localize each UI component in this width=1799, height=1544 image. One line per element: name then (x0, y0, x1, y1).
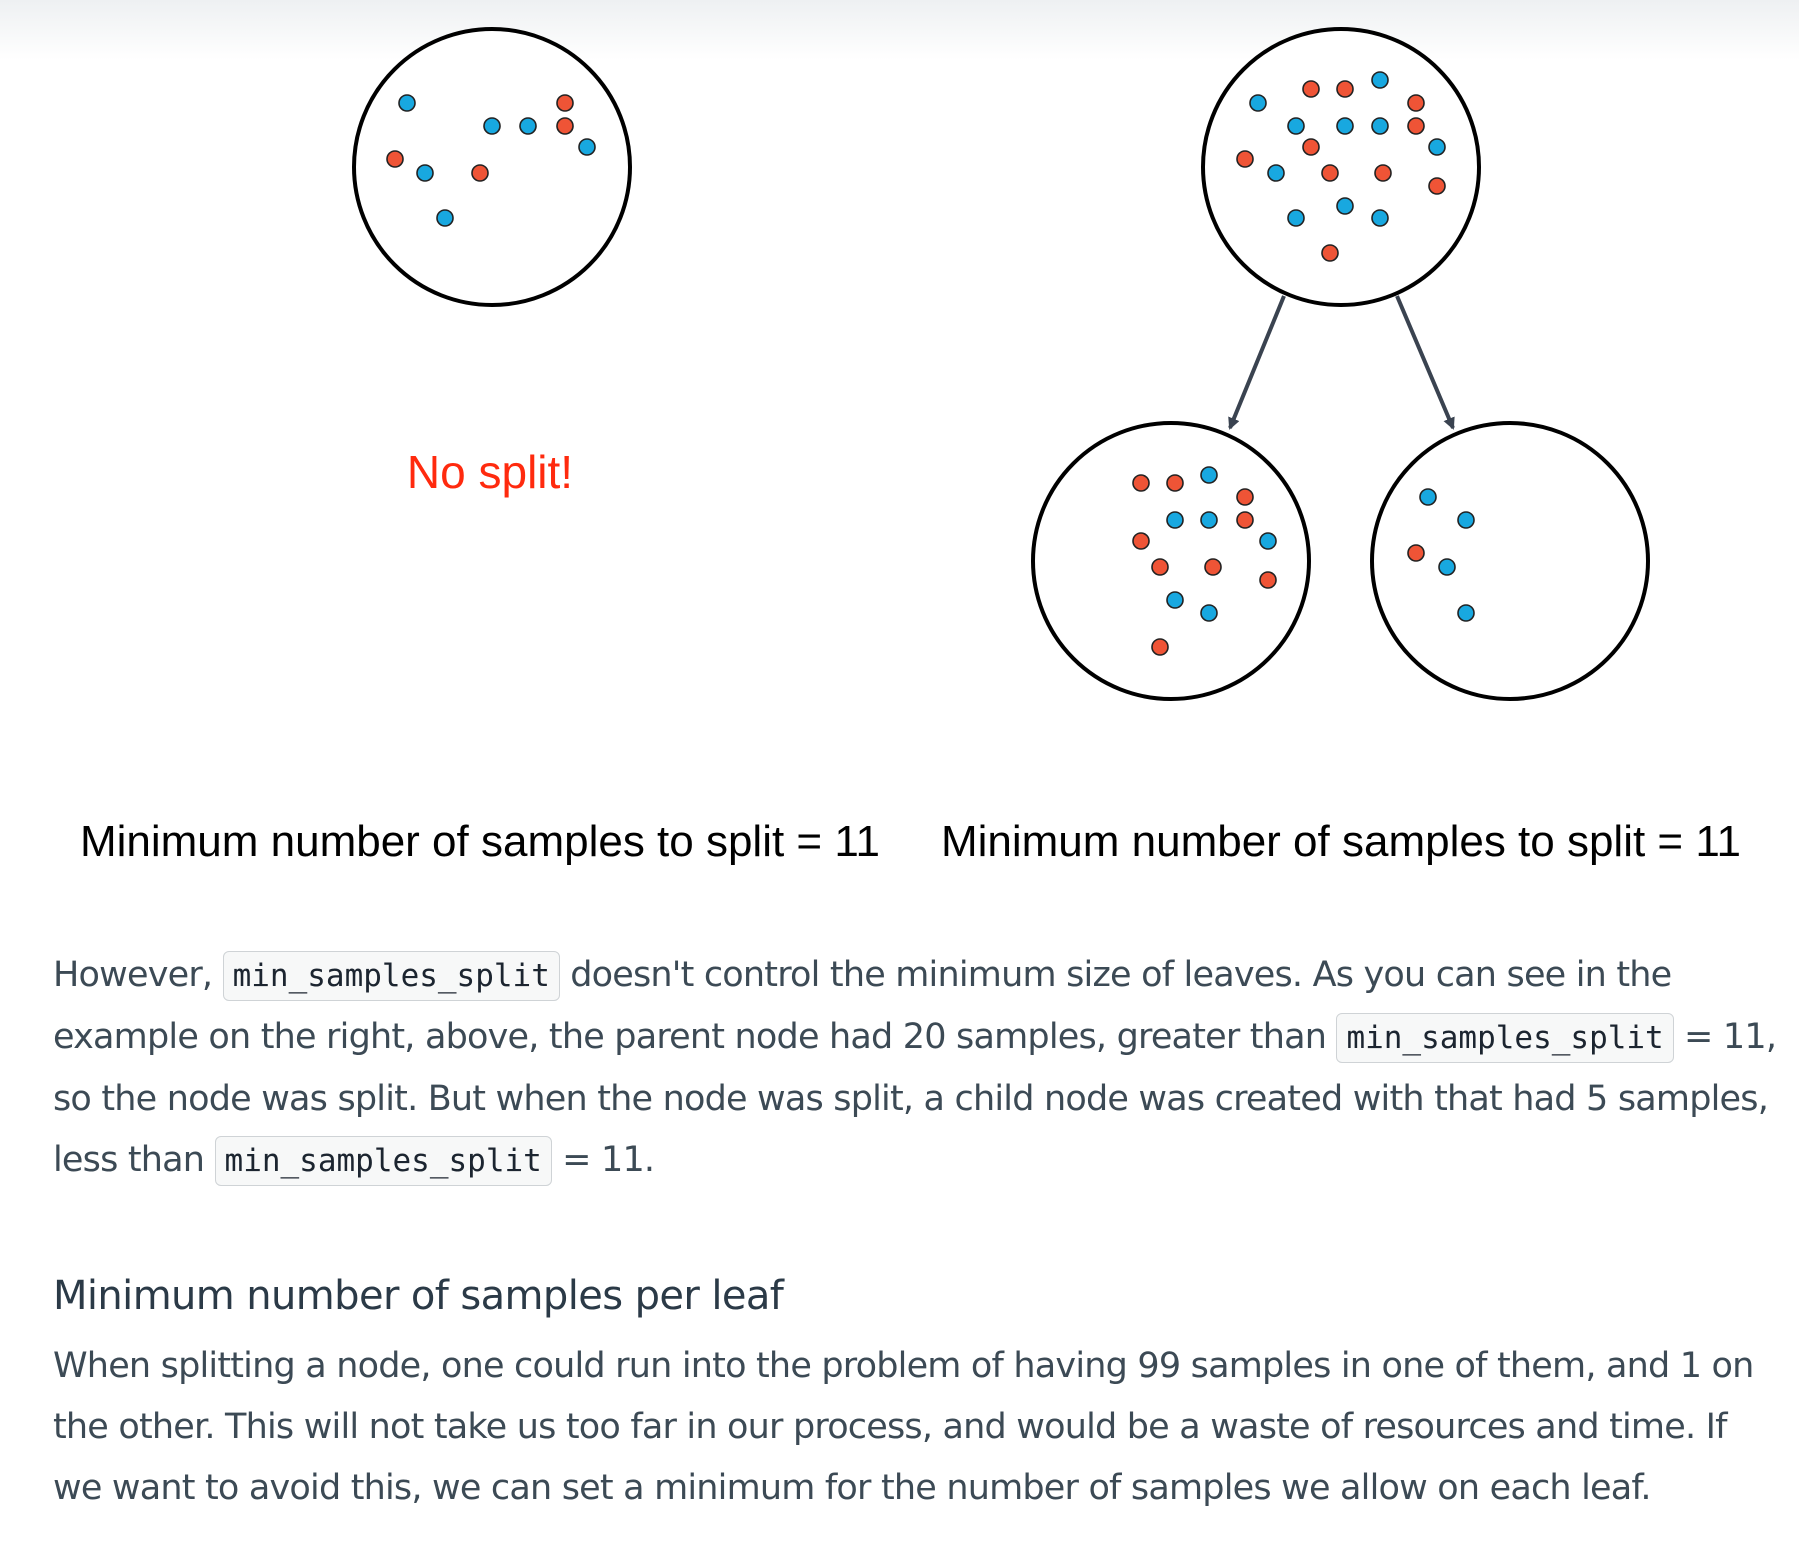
right-child-sample-dot-red (1407, 544, 1425, 562)
left-child-sample-dot-red (1166, 474, 1184, 492)
parent-node-sample-dot-blue (1371, 71, 1389, 89)
left-node-sample-dot-blue (436, 209, 454, 227)
parent-node-sample-dot-red (1407, 94, 1425, 112)
right-child-sample-dot-blue (1419, 488, 1437, 506)
inline-code-min-samples-split: min_samples_split (1336, 1013, 1674, 1063)
left-child-sample-dot-red (1236, 511, 1254, 529)
paragraph-min-samples-split: However, min_samples_split doesn't contr… (53, 945, 1783, 1192)
parent-node-sample-dot-red (1302, 80, 1320, 98)
parent-node-sample-dot-red (1336, 80, 1354, 98)
parent-node-sample-dot-blue (1287, 117, 1305, 135)
parent-node-sample-dot-blue (1371, 209, 1389, 227)
left-node-sample-dot-blue (483, 117, 501, 135)
right-child-node (1370, 421, 1650, 701)
left-child-sample-dot-blue (1166, 591, 1184, 609)
parent-node-sample-dot-blue (1371, 117, 1389, 135)
right-child-sample-dot-blue (1457, 604, 1475, 622)
left-node-sample-dot-red (556, 94, 574, 112)
arrow-to-right-child (1395, 295, 1455, 430)
left-node-sample-dot-blue (398, 94, 416, 112)
decision-tree-figure: No split! Minimum number of samples to s… (80, 27, 1741, 866)
inline-code-min-samples-split: min_samples_split (222, 951, 560, 1001)
left-child-sample-dot-red (1132, 532, 1150, 550)
parent-node-sample-dot-blue (1249, 94, 1267, 112)
arrow-to-left-child (1228, 295, 1286, 430)
left-child-sample-dot-blue (1259, 532, 1277, 550)
left-node-sample-dot-blue (416, 164, 434, 182)
parent-node-sample-dot-blue (1336, 197, 1354, 215)
article-content: However, min_samples_split doesn't contr… (53, 945, 1783, 1519)
left-child-node (1031, 421, 1311, 701)
parent-node-sample-dot-red (1407, 117, 1425, 135)
left-child-sample-dot-blue (1200, 511, 1218, 529)
left-child-sample-dot-red (1236, 488, 1254, 506)
parent-node-sample-dot-blue (1287, 209, 1305, 227)
parent-node-sample-dot-blue (1336, 117, 1354, 135)
no-split-label: No split! (407, 446, 573, 498)
parent-node-sample-dot-red (1236, 150, 1254, 168)
left-child-sample-dot-blue (1200, 604, 1218, 622)
paragraph-text-1: However, (53, 955, 213, 995)
left-node-sample-dot-blue (519, 117, 537, 135)
parent-node-sample-dot-red (1321, 244, 1339, 262)
parent-node-sample-dot-red (1302, 138, 1320, 156)
left-child-sample-dot-blue (1200, 466, 1218, 484)
left-caption: Minimum number of samples to split = 11 (80, 817, 880, 866)
top-shade (0, 0, 1799, 60)
inline-code-min-samples-split: min_samples_split (214, 1136, 552, 1186)
parent-node-sample-dot-blue (1428, 138, 1446, 156)
left-child-sample-dot-red (1132, 474, 1150, 492)
right-caption: Minimum number of samples to split = 11 (941, 817, 1741, 866)
left-child-sample-dot-red (1259, 571, 1277, 589)
paragraph-text-3: = 11, so the node was split. But when th… (53, 1017, 1777, 1180)
left-node-sample-dot-blue (578, 138, 596, 156)
left-child-sample-dot-red (1151, 558, 1169, 576)
parent-node-sample-dot-red (1321, 164, 1339, 182)
parent-node-sample-dot-blue (1267, 164, 1285, 182)
paragraph-text-2: doesn't control the minimum size of leav… (53, 955, 1672, 1057)
right-child-sample-dot-blue (1438, 558, 1456, 576)
left-child-sample-dot-red (1151, 638, 1169, 656)
left-child-sample-dot-red (1204, 558, 1222, 576)
parent-node-sample-dot-red (1374, 164, 1392, 182)
parent-node-sample-dot-red (1428, 177, 1446, 195)
section-body: When splitting a node, one could run int… (53, 1346, 1754, 1508)
left-node-sample-dot-red (556, 117, 574, 135)
left-node-sample-dot-red (471, 164, 489, 182)
left-node-sample-dot-red (386, 150, 404, 168)
section-heading: Minimum number of samples per leaf (53, 1273, 784, 1319)
right-child-sample-dot-blue (1457, 511, 1475, 529)
paragraph-text-4: = 11. (562, 1140, 655, 1180)
left-child-sample-dot-blue (1166, 511, 1184, 529)
